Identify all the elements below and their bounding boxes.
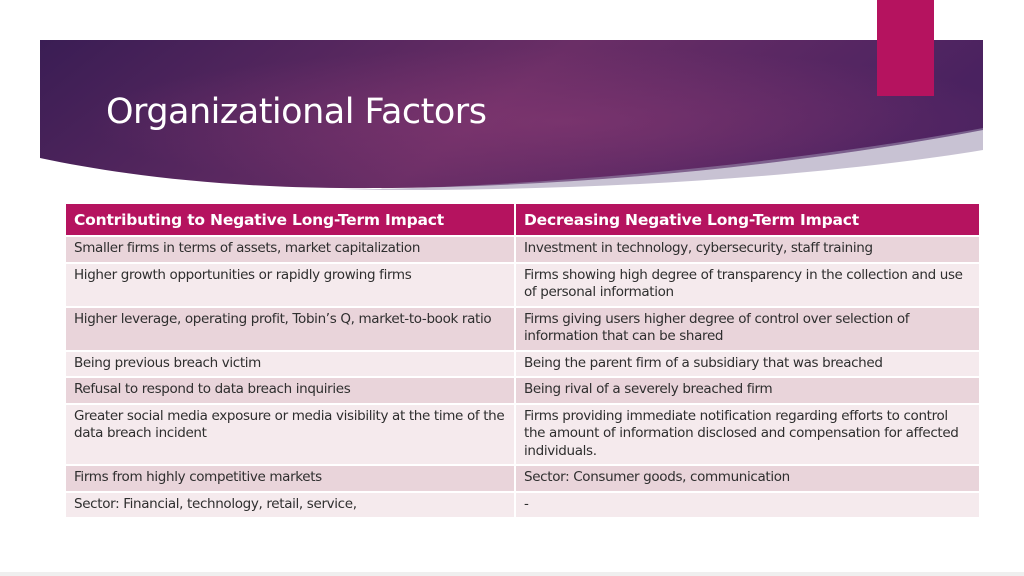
accent-tab [877,0,934,96]
cell-contributing: Greater social media exposure or media v… [66,402,516,465]
cell-contributing: Higher growth opportunities or rapidly g… [66,261,516,307]
cell-decreasing: Sector: Consumer goods, communication [515,464,979,492]
table-row: Higher leverage, operating profit, Tobin… [66,305,979,351]
cell-decreasing: - [515,490,979,517]
table-header-row: Contributing to Negative Long-Term Impac… [66,204,979,236]
cell-contributing: Firms from highly competitive markets [66,464,516,492]
bottom-divider [0,572,1024,576]
factors-table: Contributing to Negative Long-Term Impac… [66,204,979,517]
header-contributing: Contributing to Negative Long-Term Impac… [66,204,516,236]
header-decreasing: Decreasing Negative Long-Term Impact [515,204,979,236]
banner-shape [40,40,983,190]
slide-title: Organizational Factors [106,92,487,132]
table-row: Greater social media exposure or media v… [66,402,979,465]
cell-contributing: Higher leverage, operating profit, Tobin… [66,305,516,351]
title-banner [40,40,983,190]
table-row: Firms from highly competitive markets Se… [66,464,979,492]
cell-contributing: Sector: Financial, technology, retail, s… [66,490,516,517]
factors-table-grid: Contributing to Negative Long-Term Impac… [66,204,979,517]
cell-decreasing: Investment in technology, cybersecurity,… [515,235,979,263]
table-row: Sector: Financial, technology, retail, s… [66,490,979,517]
cell-decreasing: Firms showing high degree of transparenc… [515,261,979,307]
table-row: Higher growth opportunities or rapidly g… [66,261,979,307]
table-row: Refusal to respond to data breach inquir… [66,376,979,404]
table-row: Smaller firms in terms of assets, market… [66,235,979,263]
cell-decreasing: Firms giving users higher degree of cont… [515,305,979,351]
cell-decreasing: Being the parent firm of a subsidiary th… [515,349,979,377]
cell-decreasing: Firms providing immediate notification r… [515,402,979,465]
cell-contributing: Refusal to respond to data breach inquir… [66,376,516,404]
cell-decreasing: Being rival of a severely breached firm [515,376,979,404]
cell-contributing: Smaller firms in terms of assets, market… [66,235,516,263]
cell-contributing: Being previous breach victim [66,349,516,377]
table-row: Being previous breach victim Being the p… [66,349,979,377]
